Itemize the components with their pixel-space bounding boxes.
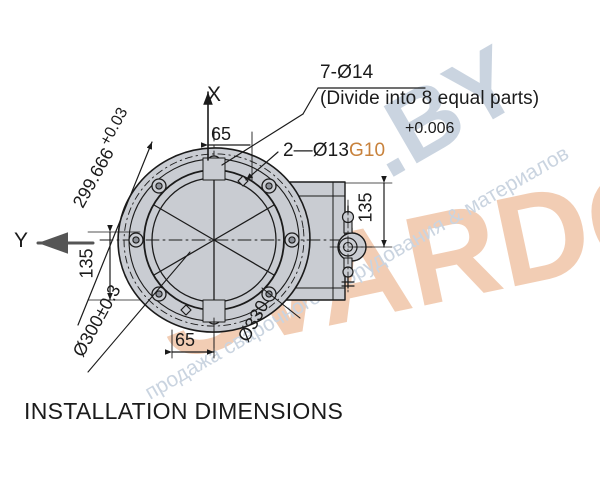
leader-dia-330 [261, 287, 301, 319]
callout-tolerance-class: G10 [348, 140, 386, 161]
callout-dowel-text: 2—Ø13G10 [283, 140, 386, 161]
boss-pads [202, 157, 226, 323]
dim-label-135-left: 135 [76, 248, 97, 279]
drawing-title: INSTALLATION DIMENSIONS [24, 398, 344, 424]
dim-65-bottom [164, 317, 215, 359]
axis-label-y: Y [14, 229, 29, 252]
dim-label-65-bottom: 65 [175, 330, 196, 350]
leader-holes-14 [221, 87, 426, 166]
centre-lines [99, 127, 361, 349]
dim-135-left [87, 224, 141, 301]
dim-299666 [77, 141, 153, 326]
dim-label-65-top: 65 [211, 124, 232, 144]
shaft-assembly [329, 199, 373, 293]
dim-label-135-right: 135 [355, 192, 376, 223]
leader-dowels-13 [245, 151, 279, 181]
callout-divide-8-parts: (Divide into 8 equal parts) [320, 88, 540, 109]
leader-dia-300 [87, 251, 191, 373]
dim-65-top [200, 131, 253, 181]
callout-tolerance-0006: +0.006 [405, 120, 455, 137]
callout-7-dia-14: 7-Ø14 [320, 62, 374, 83]
housing-body [117, 147, 346, 333]
dim-135-right [344, 175, 393, 248]
callout-2-dia-13g10: 2—Ø13G10 [283, 140, 385, 162]
axis-label-x: X [207, 83, 222, 106]
dowel-pins [180, 175, 249, 316]
